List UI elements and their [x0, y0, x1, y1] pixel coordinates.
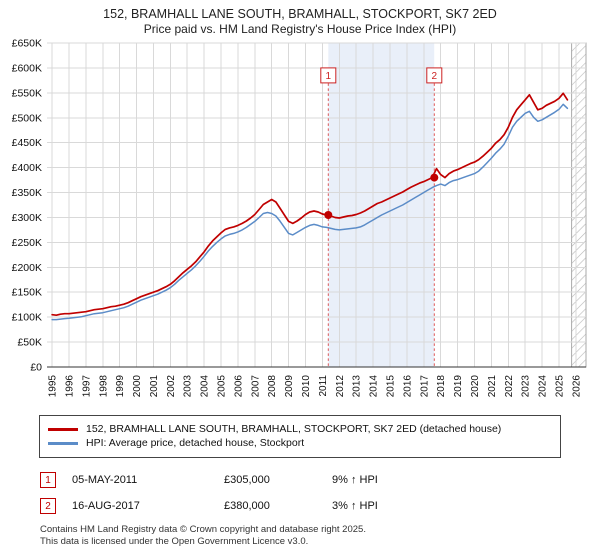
- x-tick-label: 2020: [470, 375, 481, 398]
- x-tick-label: 1995: [48, 375, 59, 398]
- x-tick-label: 2022: [504, 375, 515, 398]
- x-tick-label: 2000: [132, 375, 143, 398]
- sale-marker-box-2: [426, 67, 443, 84]
- legend-item-price: 152, BRAMHALL LANE SOUTH, BRAMHALL, STOC…: [48, 423, 552, 435]
- x-tick-label: 2005: [217, 375, 228, 398]
- y-tick-label: £200K: [12, 262, 42, 274]
- sale-marker-box-1: [320, 67, 337, 84]
- chart-subtitle: Price paid vs. HM Land Registry's House …: [143, 22, 457, 36]
- x-tick-label: 2004: [200, 375, 211, 398]
- x-tick-label: 2026: [571, 375, 582, 398]
- sale-period-shading: [328, 43, 435, 367]
- sale-record-1: 1 05-MAY-2011 £305,000 9% ↑ HPI: [40, 472, 600, 488]
- x-tick-label: 2001: [149, 375, 160, 398]
- y-tick-label: £550K: [12, 87, 42, 99]
- chart-header: 152, BRAMHALL LANE SOUTH, BRAMHALL, STOC…: [0, 0, 600, 37]
- sale-hpi-change-2: 3% ↑ HPI: [332, 500, 378, 512]
- legend-item-hpi: HPI: Average price, detached house, Stoc…: [48, 437, 552, 449]
- x-tick-label: 2023: [521, 375, 532, 398]
- x-tick-label: 2018: [436, 375, 447, 398]
- x-tick-label: 1996: [65, 375, 76, 398]
- sale-price-2: £380,000: [224, 500, 270, 512]
- future-hatched-region: [571, 42, 587, 368]
- x-tick-label: 1999: [115, 375, 126, 398]
- x-tick-label: 2012: [335, 375, 346, 398]
- y-tick-label: £450K: [12, 137, 42, 149]
- sale-records: 1 05-MAY-2011 £305,000 9% ↑ HPI 2 16-AUG…: [40, 472, 600, 514]
- y-tick-label: £50K: [17, 337, 42, 349]
- sale-number-badge-1: 1: [40, 472, 56, 488]
- y-tick-label: £500K: [12, 112, 42, 124]
- chart-legend: 152, BRAMHALL LANE SOUTH, BRAMHALL, STOC…: [39, 415, 561, 458]
- x-tick-label: 2007: [250, 375, 261, 398]
- x-tick-label: 2016: [402, 375, 413, 398]
- y-tick-label: £100K: [12, 312, 42, 324]
- chart-title: 152, BRAMHALL LANE SOUTH, BRAMHALL, STOC…: [103, 7, 497, 21]
- legend-label-price: 152, BRAMHALL LANE SOUTH, BRAMHALL, STOC…: [86, 423, 502, 435]
- x-tick-label: 2011: [318, 375, 329, 397]
- x-tick-label: 2008: [267, 375, 278, 398]
- price-line-swatch: [48, 427, 78, 431]
- sale-marker-dot-2: [430, 173, 439, 182]
- copyright-footer: Contains HM Land Registry data © Crown c…: [40, 524, 600, 547]
- sale-hpi-change-1: 9% ↑ HPI: [332, 474, 378, 486]
- sale-marker-num-2: 2: [432, 71, 438, 82]
- y-tick-label: £650K: [12, 38, 42, 50]
- price-chart-svg: 1 2 £0 £50K £100K £150K £200K £250K £300K £350K £4…: [12, 38, 587, 398]
- copyright-line-1: Contains HM Land Registry data © Crown c…: [40, 524, 366, 535]
- x-tick-label: 2017: [419, 375, 430, 398]
- y-tick-label: £0: [30, 362, 42, 374]
- x-tick-label: 2024: [538, 375, 549, 398]
- sale-date-1: 05-MAY-2011: [72, 474, 138, 486]
- y-tick-label: £350K: [12, 187, 42, 199]
- x-tick-label: 2006: [233, 375, 244, 398]
- x-tick-label: 2010: [301, 375, 312, 398]
- x-tick-label: 2009: [284, 375, 295, 398]
- x-tick-label: 2002: [166, 375, 177, 398]
- copyright-line-2: This data is licensed under the Open Gov…: [40, 535, 309, 547]
- y-tick-label: £300K: [12, 212, 42, 224]
- x-tick-label: 2019: [453, 375, 464, 398]
- sale-price-1: £305,000: [224, 474, 270, 486]
- sale-marker-num-1: 1: [326, 71, 332, 82]
- legend-label-hpi: HPI: Average price, detached house, Stoc…: [86, 437, 305, 449]
- x-tick-label: 2013: [352, 375, 363, 398]
- y-tick-label: £150K: [12, 287, 42, 299]
- y-tick-label: £600K: [12, 62, 42, 74]
- sale-date-2: 16-AUG-2017: [72, 500, 140, 512]
- x-tick-label: 2021: [487, 375, 498, 398]
- price-series-line: [51, 92, 569, 317]
- y-tick-label: £250K: [12, 237, 42, 249]
- x-tick-label: 2015: [386, 375, 397, 398]
- y-tick-label: £400K: [12, 162, 42, 174]
- sale-number-badge-2: 2: [40, 498, 56, 514]
- x-tick-label: 1997: [81, 375, 92, 398]
- x-tick-label: 2003: [183, 375, 194, 398]
- hpi-series-line: [51, 103, 569, 321]
- x-tick-label: 2014: [369, 375, 380, 398]
- x-tick-label: 2025: [555, 375, 566, 398]
- sale-record-2: 2 16-AUG-2017 £380,000 3% ↑ HPI: [40, 498, 600, 514]
- sale-marker-dot-1: [324, 211, 333, 219]
- hpi-line-swatch: [48, 441, 78, 445]
- x-tick-label: 1998: [98, 375, 109, 398]
